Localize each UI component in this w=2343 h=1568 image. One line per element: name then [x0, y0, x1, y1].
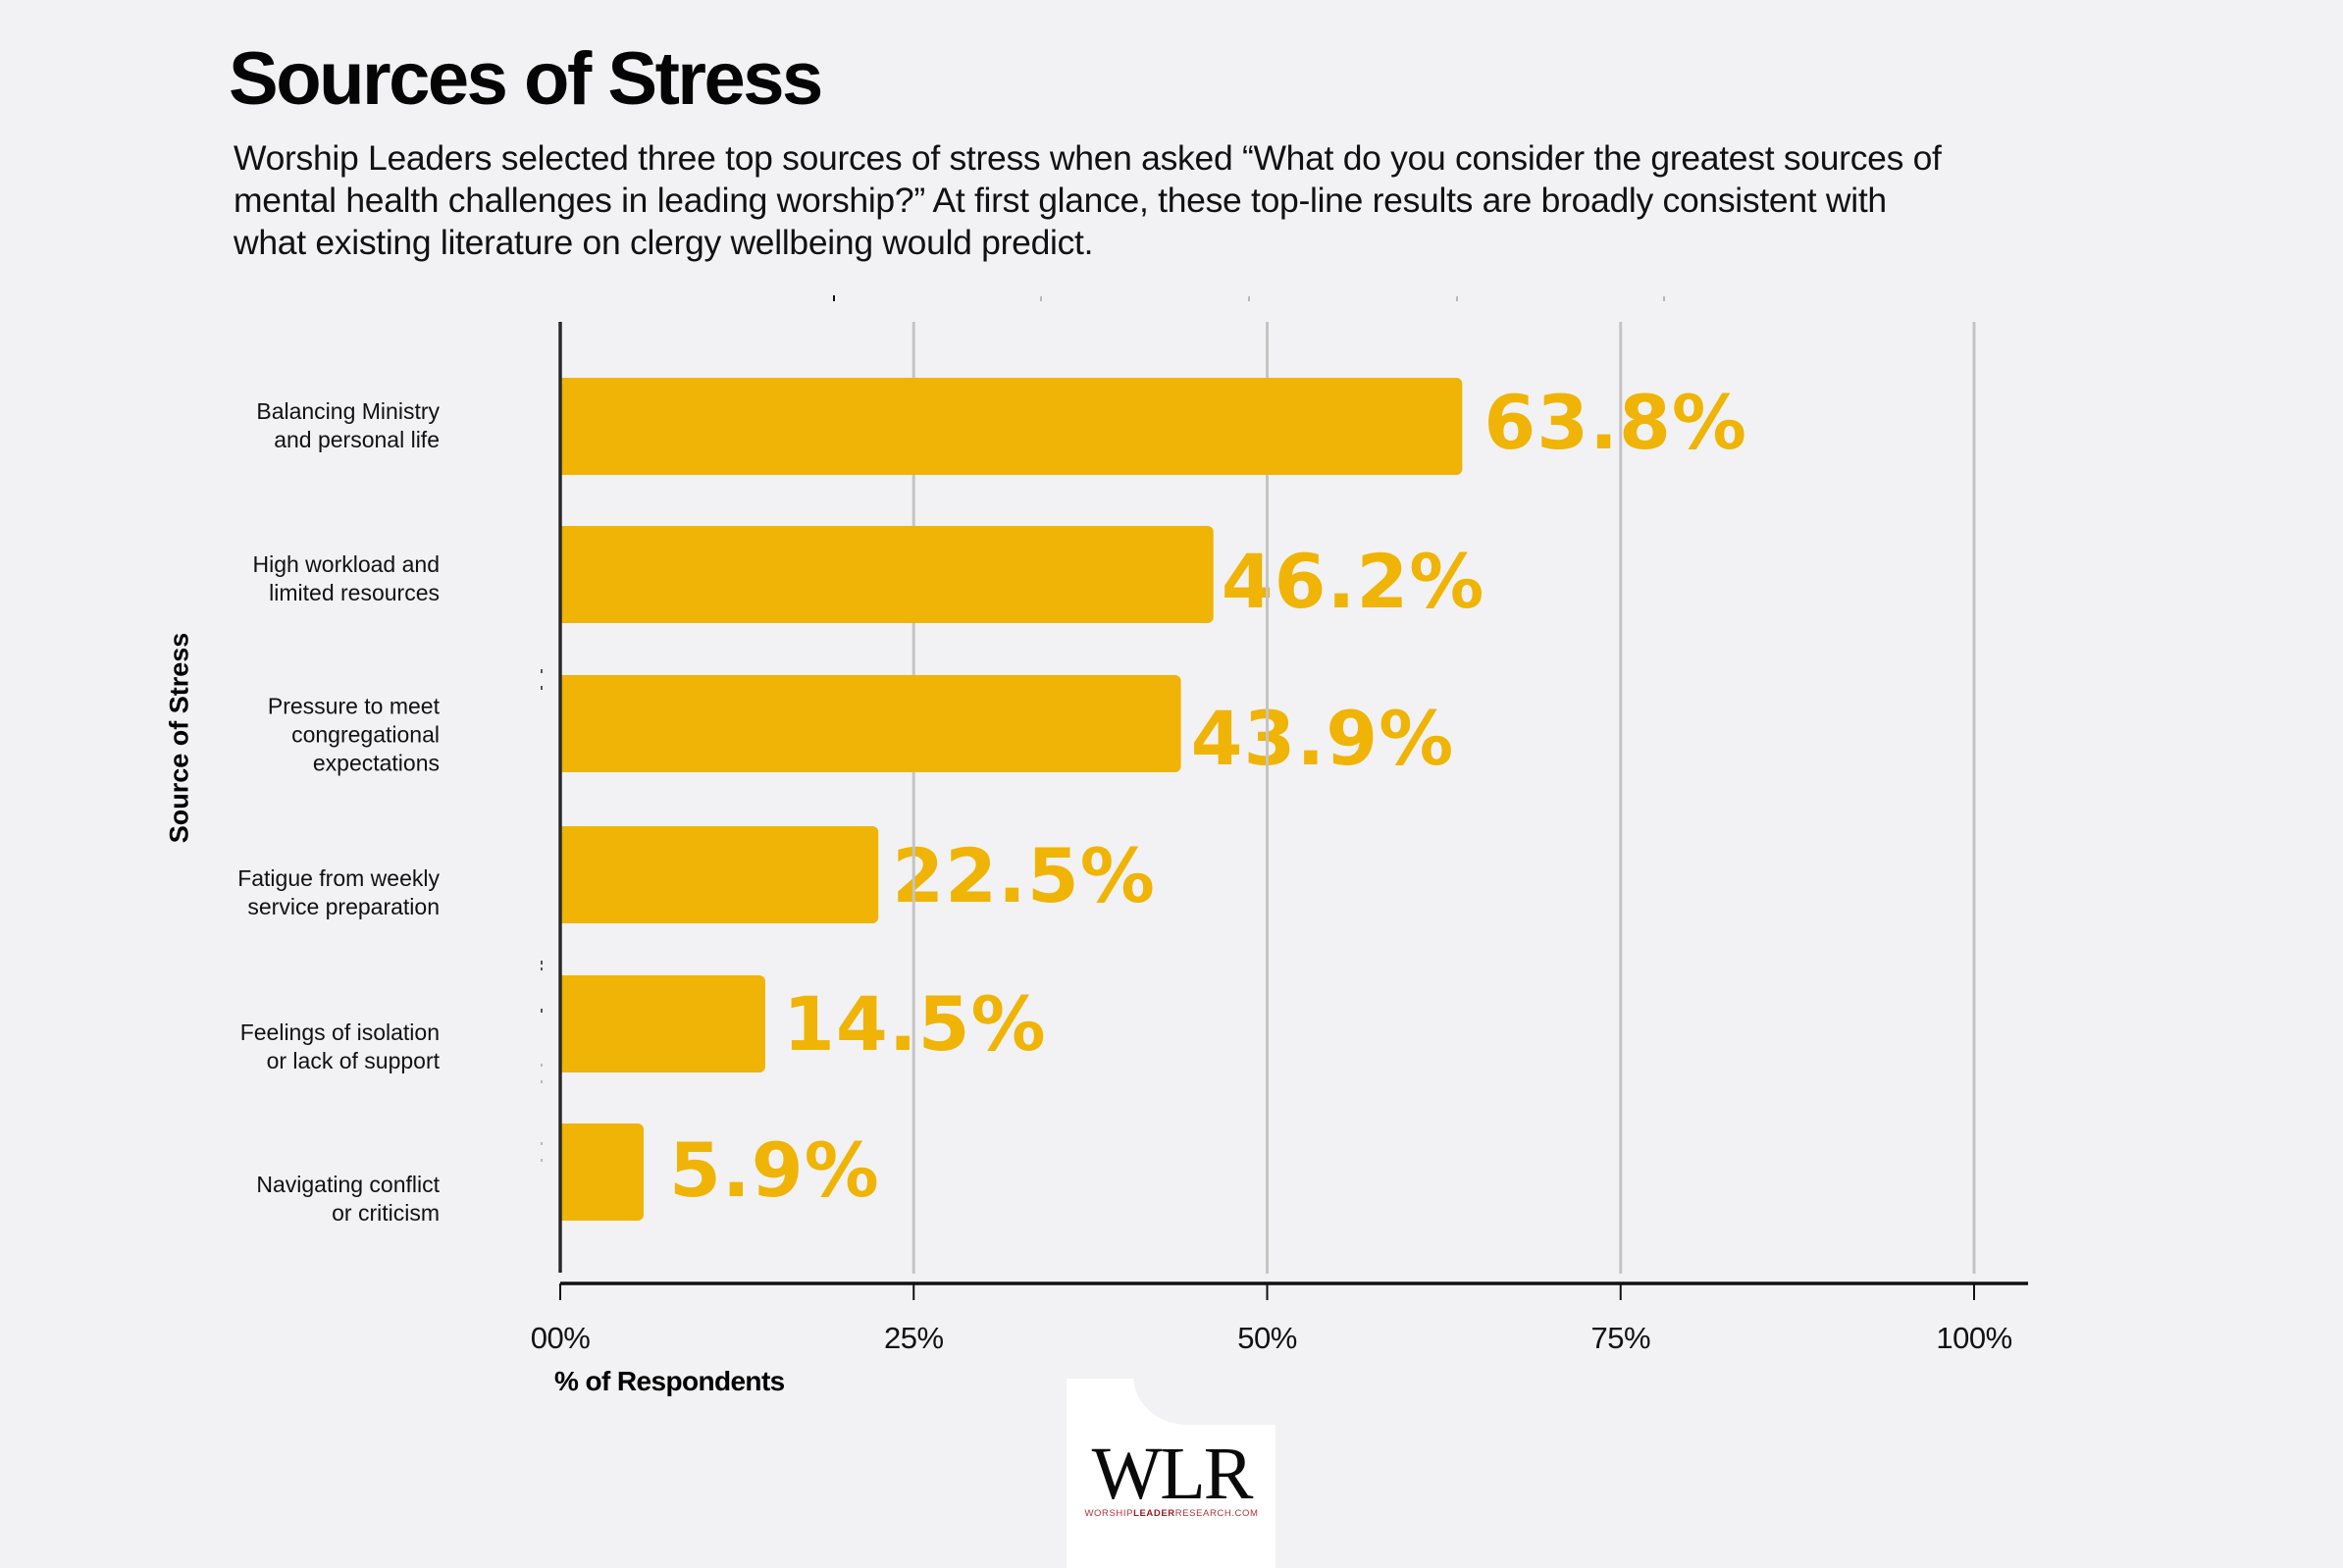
bar	[559, 526, 1214, 623]
stray-mark	[541, 686, 543, 690]
category-label-line: Balancing Ministry	[256, 398, 440, 424]
category-label-line: High workload and	[252, 551, 440, 577]
category-label-line: or criticism	[332, 1200, 440, 1226]
stray-mark	[1040, 296, 1042, 301]
stray-mark	[541, 1159, 543, 1162]
bar	[560, 975, 765, 1072]
category-label-line: or lack of support	[266, 1048, 440, 1073]
logo-background-notch	[1133, 1369, 1290, 1425]
category-label-line: congregational	[291, 721, 440, 748]
category-label: Feelings of isolation or lack of support	[184, 1019, 440, 1075]
description-line: Worship Leaders selected three top sourc…	[234, 138, 1942, 178]
x-tick-label: 50%	[1237, 1321, 1297, 1355]
stray-mark	[1248, 296, 1250, 301]
page-title: Sources of Stress	[229, 37, 823, 121]
stray-mark	[541, 669, 543, 673]
data-label: 5.9%	[669, 1125, 880, 1214]
category-label-line: Fatigue from weekly	[237, 865, 440, 891]
description-line: mental health challenges in leading wors…	[234, 181, 1887, 220]
category-label: Pressure to meet congregational expectat…	[184, 693, 440, 778]
stray-mark	[541, 1064, 543, 1067]
category-label-line: service preparation	[247, 894, 440, 919]
x-tick-label: 00%	[530, 1321, 591, 1355]
logo-url: WORSHIPLEADERRESEARCH.COM	[1084, 1508, 1259, 1519]
bar	[560, 826, 879, 923]
data-label: 43.9%	[1190, 694, 1455, 782]
data-label: 63.8%	[1484, 378, 1748, 466]
stray-mark	[833, 295, 835, 301]
x-tick-label: 25%	[883, 1321, 944, 1355]
category-label-line: Feelings of isolation	[239, 1019, 440, 1045]
chart-description: Worship Leaders selected three top sourc…	[234, 137, 2098, 264]
stray-mark	[541, 1009, 543, 1013]
category-label-line: Navigating conflict	[256, 1172, 440, 1197]
x-tick-label: 100%	[1936, 1321, 2012, 1355]
category-label-line: limited resources	[269, 580, 440, 605]
stray-mark	[541, 1142, 543, 1145]
logo-url-suffix: RESEARCH.COM	[1174, 1508, 1259, 1519]
stray-mark	[1663, 296, 1665, 301]
data-label: 22.5%	[892, 831, 1156, 919]
bar	[560, 675, 1181, 772]
category-label-line: and personal life	[274, 427, 440, 452]
stray-mark	[541, 967, 543, 970]
category-label-line: expectations	[312, 750, 440, 776]
stray-mark	[541, 961, 543, 965]
data-label: 46.2%	[1221, 537, 1485, 625]
x-axis-title: % of Respondents	[554, 1366, 785, 1396]
logo-url-bold: LEADER	[1133, 1508, 1175, 1519]
stray-mark	[1456, 296, 1458, 301]
x-tick-label: 75%	[1590, 1321, 1651, 1355]
description-line: what existing literature on clergy wellb…	[234, 223, 1094, 262]
bar	[559, 378, 1463, 475]
bar	[560, 1124, 645, 1221]
stray-mark	[541, 1080, 543, 1083]
wlr-logo: WLR	[1091, 1433, 1254, 1515]
category-label: Fatigue from weekly service preparation	[184, 864, 440, 921]
category-label: High workload and limited resources	[184, 550, 440, 607]
category-label: Balancing Ministry and personal life	[184, 397, 440, 454]
logo-url-prefix: WORSHIP	[1084, 1508, 1134, 1519]
category-label-line: Pressure to meet	[267, 693, 440, 719]
category-label: Navigating conflict or criticism	[184, 1171, 440, 1228]
